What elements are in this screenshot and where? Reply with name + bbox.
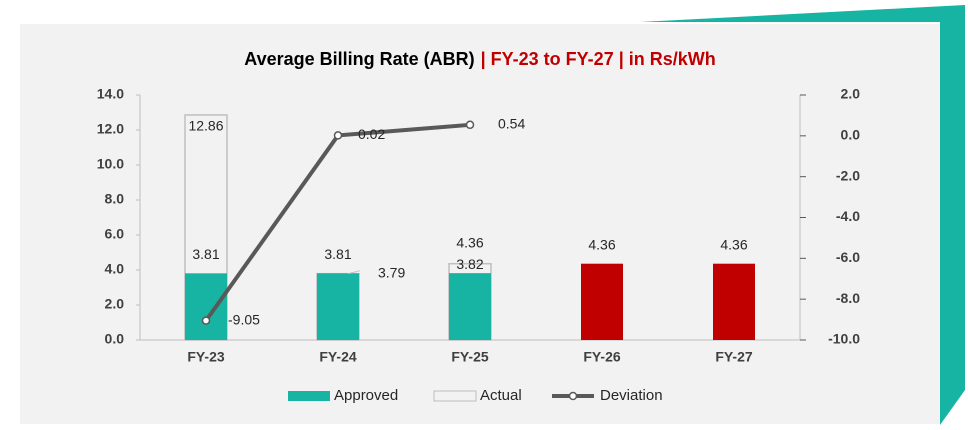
y2-tick-label: -6.0: [836, 249, 860, 265]
approved-bar: [317, 273, 359, 340]
title-part: | FY-23 to FY-27 | in Rs/kWh: [481, 49, 716, 69]
data-label: 4.36: [588, 236, 615, 252]
x-tick-label: FY-26: [583, 349, 621, 365]
y-tick-label: 6.0: [105, 226, 125, 242]
y2-tick-label: -4.0: [836, 208, 860, 224]
x-tick-label: FY-25: [451, 349, 489, 365]
y2-tick-label: -8.0: [836, 290, 860, 306]
title-part: Average Billing Rate (ABR): [244, 49, 474, 69]
data-label: 12.86: [188, 118, 223, 134]
data-label: 3.81: [192, 246, 219, 262]
legend-label: Actual: [480, 387, 522, 404]
data-label: 0.54: [498, 116, 525, 132]
legend-label: Deviation: [600, 387, 663, 404]
deviation-point: [201, 316, 211, 325]
deviation-point: [465, 120, 475, 130]
y-tick-label: 12.0: [97, 121, 124, 137]
data-label: 3.81: [324, 246, 351, 262]
chart-title: Average Billing Rate (ABR) | FY-23 to FY-…: [244, 49, 716, 69]
leader-line: [347, 270, 361, 275]
x-tick-label: FY-24: [319, 349, 357, 365]
y2-tick-label: 2.0: [841, 86, 861, 102]
approved-bar: [713, 263, 755, 340]
x-tick-label: FY-27: [715, 349, 753, 365]
y-tick-label: 0.0: [105, 331, 125, 347]
data-label: 3.79: [378, 264, 405, 280]
y2-tick-label: -2.0: [836, 167, 860, 183]
deviation-point: [333, 131, 343, 140]
data-label: 3.82: [456, 256, 483, 272]
approved-bar: [185, 273, 227, 340]
data-label: 4.36: [720, 236, 747, 252]
legend-marker: [568, 391, 578, 401]
y-tick-label: 4.0: [105, 261, 125, 277]
legend-swatch: [433, 390, 477, 402]
y-tick-label: 14.0: [97, 86, 124, 102]
x-tick-label: FY-23: [187, 349, 225, 365]
y2-tick-label: -10.0: [828, 331, 860, 347]
approved-bar: [449, 273, 491, 340]
y-tick-label: 10.0: [97, 156, 124, 172]
data-label: -9.05: [228, 311, 260, 327]
legend-label: Approved: [334, 387, 398, 404]
panel: [20, 24, 940, 424]
data-label: 4.36: [456, 234, 483, 250]
approved-bar: [581, 263, 623, 340]
y2-tick-label: 0.0: [841, 127, 861, 143]
data-label: 0.02: [358, 126, 385, 142]
legend-swatch: [288, 391, 330, 401]
y-tick-label: 8.0: [105, 191, 125, 207]
y-tick-label: 2.0: [105, 296, 125, 312]
